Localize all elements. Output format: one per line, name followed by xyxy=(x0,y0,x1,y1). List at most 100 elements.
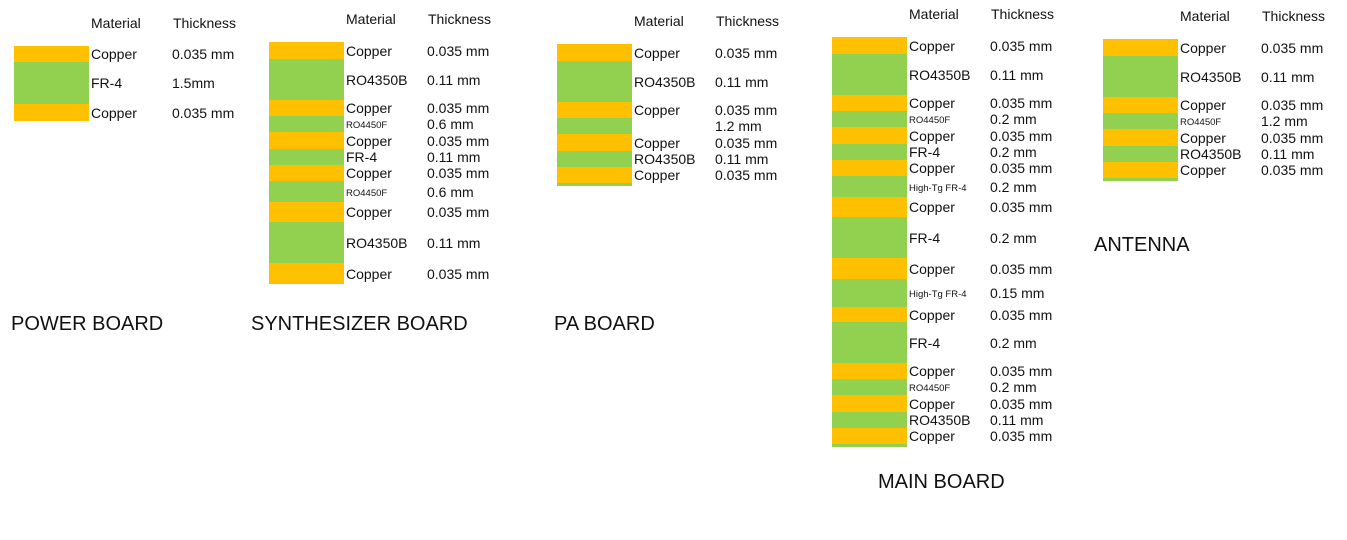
layer-material: Copper xyxy=(1180,162,1226,178)
layer-thickness: 0.11 mm xyxy=(990,66,1044,83)
layer-thickness: 0.2 mm xyxy=(990,178,1037,195)
board-title: MAIN BOARD xyxy=(878,471,1005,493)
layer-material: Copper xyxy=(346,265,392,282)
layer-material: Copper xyxy=(634,102,680,118)
layer-material: Copper xyxy=(1180,129,1226,146)
layer-thickness: 0.035 mm xyxy=(990,160,1053,176)
layer-material: RO4350B xyxy=(1180,146,1242,162)
layer-dielectric xyxy=(832,176,907,197)
board-title: SYNTHESIZER BOARD xyxy=(251,313,468,335)
layer-thickness: 0.11 mm xyxy=(1261,146,1315,162)
layer-thickness: 0.11 mm xyxy=(990,412,1044,428)
layer-copper xyxy=(832,363,907,379)
layer-dielectric xyxy=(557,151,632,167)
layer-thickness: 0.035 mm xyxy=(427,132,490,149)
layer-material: RO4350B xyxy=(634,73,696,90)
layer-thickness: 0.035 mm xyxy=(990,127,1053,144)
layer-material: RO4450F xyxy=(909,383,951,394)
layer-copper xyxy=(557,44,632,61)
layer-thickness: 0.035 mm xyxy=(427,265,490,282)
layer-material: RO4350B xyxy=(1180,68,1242,85)
layer-copper xyxy=(832,395,907,412)
layer-material: RO4450F xyxy=(346,187,388,199)
layer-material: Copper xyxy=(909,428,955,444)
layer-thickness: 0.035 mm xyxy=(715,44,778,61)
layer-material: Copper xyxy=(1180,97,1226,113)
layer-copper xyxy=(14,46,89,62)
layer-dielectric xyxy=(832,111,907,127)
layer-thickness: 0.035 mm xyxy=(427,42,490,59)
material-header: Material xyxy=(909,6,959,22)
layer-material: Copper xyxy=(634,44,680,61)
layer-thickness: 0.11 mm xyxy=(427,71,481,88)
layer-material: RO4350B xyxy=(909,66,971,83)
layer-thickness: 0.035 mm xyxy=(427,204,490,220)
layer-thickness: 0.035 mm xyxy=(990,428,1053,444)
layer-material: High-Tg FR-4 xyxy=(909,289,967,300)
layer-material: FR-4 xyxy=(909,144,941,160)
layer-material: Copper xyxy=(346,165,392,181)
layer-thickness: 0.035 mm xyxy=(990,95,1053,111)
layer-thickness: 0.035 mm xyxy=(1261,162,1324,178)
layer-material: Copper xyxy=(909,306,955,323)
layer-thickness: 0.035 mm xyxy=(1261,39,1324,56)
layer-thickness: 0.035 mm xyxy=(172,46,235,62)
layer-material: Copper xyxy=(346,204,392,220)
layer-material: Copper xyxy=(634,167,680,183)
layer-material: RO4350B xyxy=(346,234,408,251)
layer-thickness: 0.2 mm xyxy=(990,111,1037,127)
layer-copper xyxy=(269,263,344,284)
layer-thickness: 0.035 mm xyxy=(1261,129,1324,146)
layer-copper xyxy=(14,104,89,121)
thickness-header: Thickness xyxy=(428,11,492,27)
layer-material: Copper xyxy=(909,127,955,144)
layer-copper xyxy=(269,100,344,116)
material-header: Material xyxy=(634,13,684,29)
layer-copper xyxy=(1103,129,1178,146)
layer-copper xyxy=(832,258,907,279)
layer-copper xyxy=(832,160,907,176)
layer-thickness: 0.035 mm xyxy=(715,134,778,151)
layer-thickness: 0.035 mm xyxy=(990,260,1053,277)
layer-material: FR-4 xyxy=(91,75,123,91)
layer-material: Copper xyxy=(909,160,955,176)
layer-dielectric xyxy=(557,183,632,186)
layer-material: Copper xyxy=(1180,39,1226,56)
layer-dielectric xyxy=(1103,146,1178,162)
layer-dielectric xyxy=(557,118,632,134)
layer-material: Copper xyxy=(91,104,137,121)
layer-thickness: 1.5mm xyxy=(172,75,215,91)
layer-material: RO4350B xyxy=(909,412,971,428)
layer-material: FR-4 xyxy=(909,229,941,246)
layer-copper xyxy=(832,37,907,54)
layer-thickness: 0.15 mm xyxy=(990,285,1045,301)
layer-thickness: 0.035 mm xyxy=(990,306,1053,323)
layer-dielectric xyxy=(14,62,89,104)
layer-dielectric xyxy=(269,222,344,263)
material-header: Material xyxy=(1180,8,1230,24)
layer-material: Copper xyxy=(909,37,955,54)
board-title: ANTENNA xyxy=(1094,234,1190,256)
layer-thickness: 0.035 mm xyxy=(990,395,1053,412)
layer-thickness: 0.11 mm xyxy=(427,234,481,251)
layer-material: Copper xyxy=(909,260,955,277)
layer-material: Copper xyxy=(909,199,955,215)
layer-thickness: 0.035 mm xyxy=(715,167,778,183)
layer-dielectric xyxy=(832,322,907,363)
layer-dielectric xyxy=(269,181,344,202)
layer-dielectric xyxy=(269,149,344,165)
layer-thickness: 0.035 mm xyxy=(990,199,1053,215)
thickness-header: Thickness xyxy=(991,6,1055,22)
layer-thickness: 0.035 mm xyxy=(990,37,1053,54)
layer-thickness: 0.11 mm xyxy=(715,73,769,90)
layer-material: RO4450F xyxy=(346,120,388,131)
layer-dielectric xyxy=(269,116,344,132)
layer-dielectric xyxy=(832,217,907,258)
layer-dielectric xyxy=(557,61,632,102)
layer-dielectric xyxy=(1103,113,1178,129)
board-title: POWER BOARD xyxy=(11,313,164,335)
layer-dielectric xyxy=(832,379,907,395)
layer-copper xyxy=(832,307,907,322)
layer-material: Copper xyxy=(346,100,392,116)
layer-thickness: 0.6 mm xyxy=(427,116,474,132)
